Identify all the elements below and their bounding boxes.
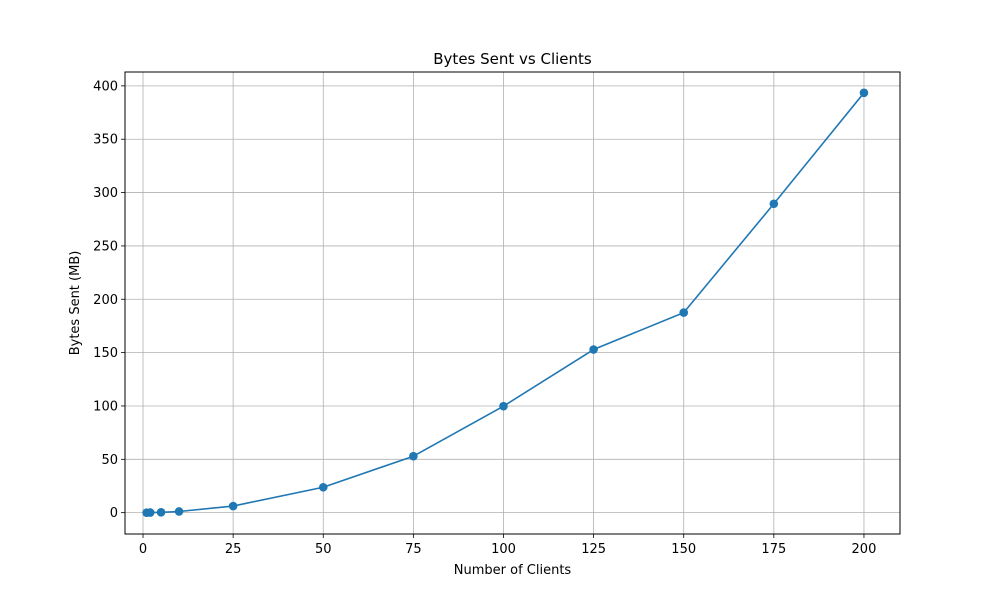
x-tick-label: 175: [761, 542, 786, 557]
y-tick-label: 250: [93, 239, 118, 254]
plot-frame: [124, 71, 901, 535]
data-point-marker: [145, 508, 155, 517]
y-tick-label: 50: [101, 453, 118, 468]
y-tick-label: 350: [93, 133, 118, 148]
axis-ticks: 0 25 50 75 100 125 150 175 200 0 50 100 150 200 250 300…: [93, 79, 876, 557]
data-point-marker: [228, 501, 238, 511]
x-tick-label: 25: [225, 542, 242, 557]
chart-title: Bytes Sent vs Clients: [433, 50, 592, 68]
data-point-marker: [589, 345, 598, 354]
x-tick-label: 100: [491, 542, 516, 557]
y-tick-label: 300: [93, 186, 118, 201]
x-tick-label: 75: [405, 542, 422, 557]
y-tick-label: 100: [93, 399, 118, 414]
x-tick-label: 125: [581, 542, 606, 557]
y-tick-label: 200: [93, 293, 118, 308]
y-tick-label: 400: [93, 79, 118, 94]
x-tick-label: 0: [139, 542, 147, 557]
data-point-marker: [769, 199, 779, 209]
data-point-marker: [318, 482, 328, 492]
x-tick-label: 50: [315, 542, 332, 557]
data-point-marker: [679, 308, 689, 317]
x-tick-label: 150: [671, 542, 696, 557]
y-axis-label: Bytes Sent (MB): [68, 251, 83, 356]
data-point-marker: [156, 508, 166, 517]
grid-lines: [125, 72, 900, 534]
data-point-marker: [859, 88, 869, 98]
data-point-marker: [409, 451, 418, 461]
series-layer: [142, 88, 869, 517]
data-point-marker: [174, 507, 184, 516]
x-axis-label: Number of Clients: [454, 563, 572, 578]
x-tick-label: 200: [852, 542, 877, 557]
y-tick-label: 150: [93, 346, 118, 361]
y-tick-label: 0: [110, 506, 118, 521]
data-point-marker: [499, 401, 508, 411]
